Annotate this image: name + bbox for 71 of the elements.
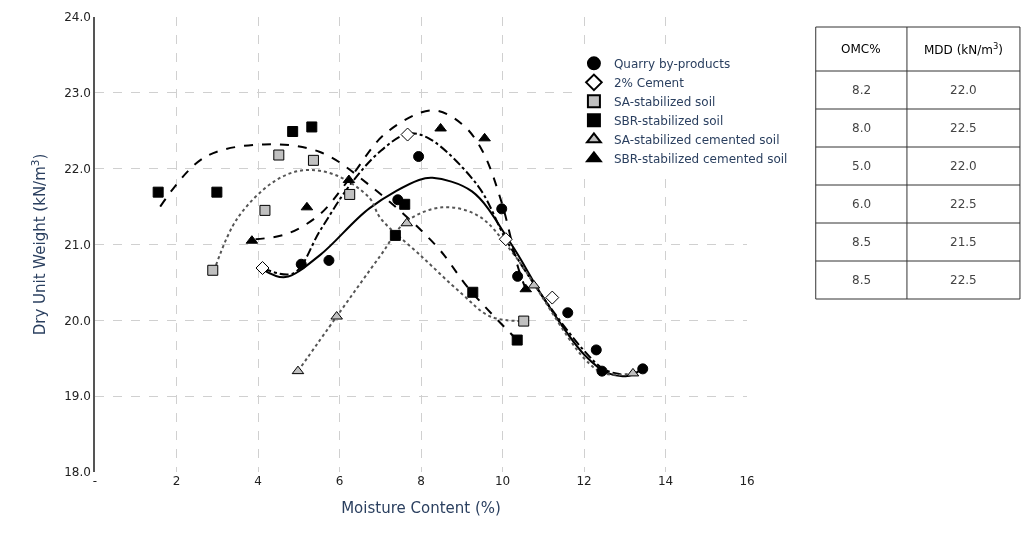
point bbox=[389, 229, 401, 241]
legend-label: SBR-stabilized cemented soil bbox=[613, 152, 788, 167]
point bbox=[519, 283, 533, 293]
point bbox=[511, 334, 523, 346]
point bbox=[291, 365, 305, 375]
point bbox=[512, 270, 524, 282]
point bbox=[400, 127, 415, 142]
x-tick-label: 2 bbox=[172, 474, 181, 488]
text: 5.0 bbox=[852, 159, 872, 173]
y-tick-label: 22.0 bbox=[64, 161, 91, 176]
text: 21.5 bbox=[950, 235, 977, 249]
point bbox=[259, 204, 271, 216]
text: 22.5 bbox=[950, 273, 977, 287]
x-tick-label: 12 bbox=[576, 474, 592, 488]
x-tick-label: 6 bbox=[335, 474, 344, 488]
x-tick-label: - bbox=[92, 474, 98, 488]
legend-label: SA-stabilized cemented soil bbox=[613, 133, 780, 148]
point bbox=[413, 151, 425, 163]
category-label: OMC% bbox=[841, 42, 881, 56]
y-tick-label: 21.0 bbox=[64, 237, 91, 252]
point bbox=[496, 203, 508, 215]
point bbox=[400, 217, 414, 227]
text: 6.0 bbox=[852, 197, 872, 211]
point bbox=[273, 149, 285, 161]
point bbox=[562, 307, 574, 319]
point bbox=[498, 232, 513, 247]
text: 22.5 bbox=[950, 197, 977, 211]
point bbox=[399, 198, 411, 210]
point bbox=[211, 186, 223, 198]
point bbox=[287, 126, 299, 138]
y-tick-label: 23.0 bbox=[64, 86, 91, 101]
point bbox=[152, 186, 164, 198]
point bbox=[590, 344, 602, 356]
point bbox=[467, 286, 479, 298]
y-tick-label: 24.0 bbox=[64, 10, 91, 25]
x-axis-title: Moisture Content (%) bbox=[341, 499, 501, 517]
x-tick-label: 14 bbox=[657, 474, 674, 488]
legend-label: Quarry by-products bbox=[613, 57, 731, 72]
point bbox=[637, 363, 649, 375]
point bbox=[478, 132, 491, 142]
legend-label: 2% Cement bbox=[613, 76, 685, 91]
point bbox=[344, 188, 356, 200]
point bbox=[342, 174, 356, 184]
legend-label: SBR-stabilized soil bbox=[613, 114, 724, 129]
point bbox=[434, 122, 447, 132]
point bbox=[527, 279, 541, 289]
text: 8.2 bbox=[852, 83, 872, 97]
y-tick-label: 20.0 bbox=[64, 313, 91, 328]
legend-label: SA-stabilized soil bbox=[613, 95, 716, 110]
x-tick-label: 10 bbox=[494, 474, 511, 488]
point bbox=[626, 367, 640, 377]
point bbox=[306, 121, 318, 133]
x-tick-label: 16 bbox=[739, 474, 755, 488]
category-label: MDD (kN/m$^{3}$) bbox=[924, 41, 1004, 58]
point bbox=[295, 258, 307, 270]
text: 22.5 bbox=[950, 121, 977, 135]
text: 8.0 bbox=[852, 121, 872, 135]
y-tick-label: 18.0 bbox=[64, 465, 91, 480]
text: 8.5 bbox=[852, 235, 872, 249]
point bbox=[207, 264, 219, 276]
point bbox=[596, 365, 608, 377]
y-tick-label: 19.0 bbox=[64, 389, 91, 404]
x-tick-label: 8 bbox=[417, 474, 425, 488]
text: 8.5 bbox=[852, 273, 872, 287]
text: 22.0 bbox=[950, 83, 977, 97]
text: 22.0 bbox=[950, 159, 977, 173]
point bbox=[518, 315, 530, 327]
x-tick-label: 4 bbox=[254, 474, 262, 488]
point bbox=[300, 201, 314, 211]
point bbox=[307, 154, 319, 166]
point bbox=[323, 254, 335, 266]
